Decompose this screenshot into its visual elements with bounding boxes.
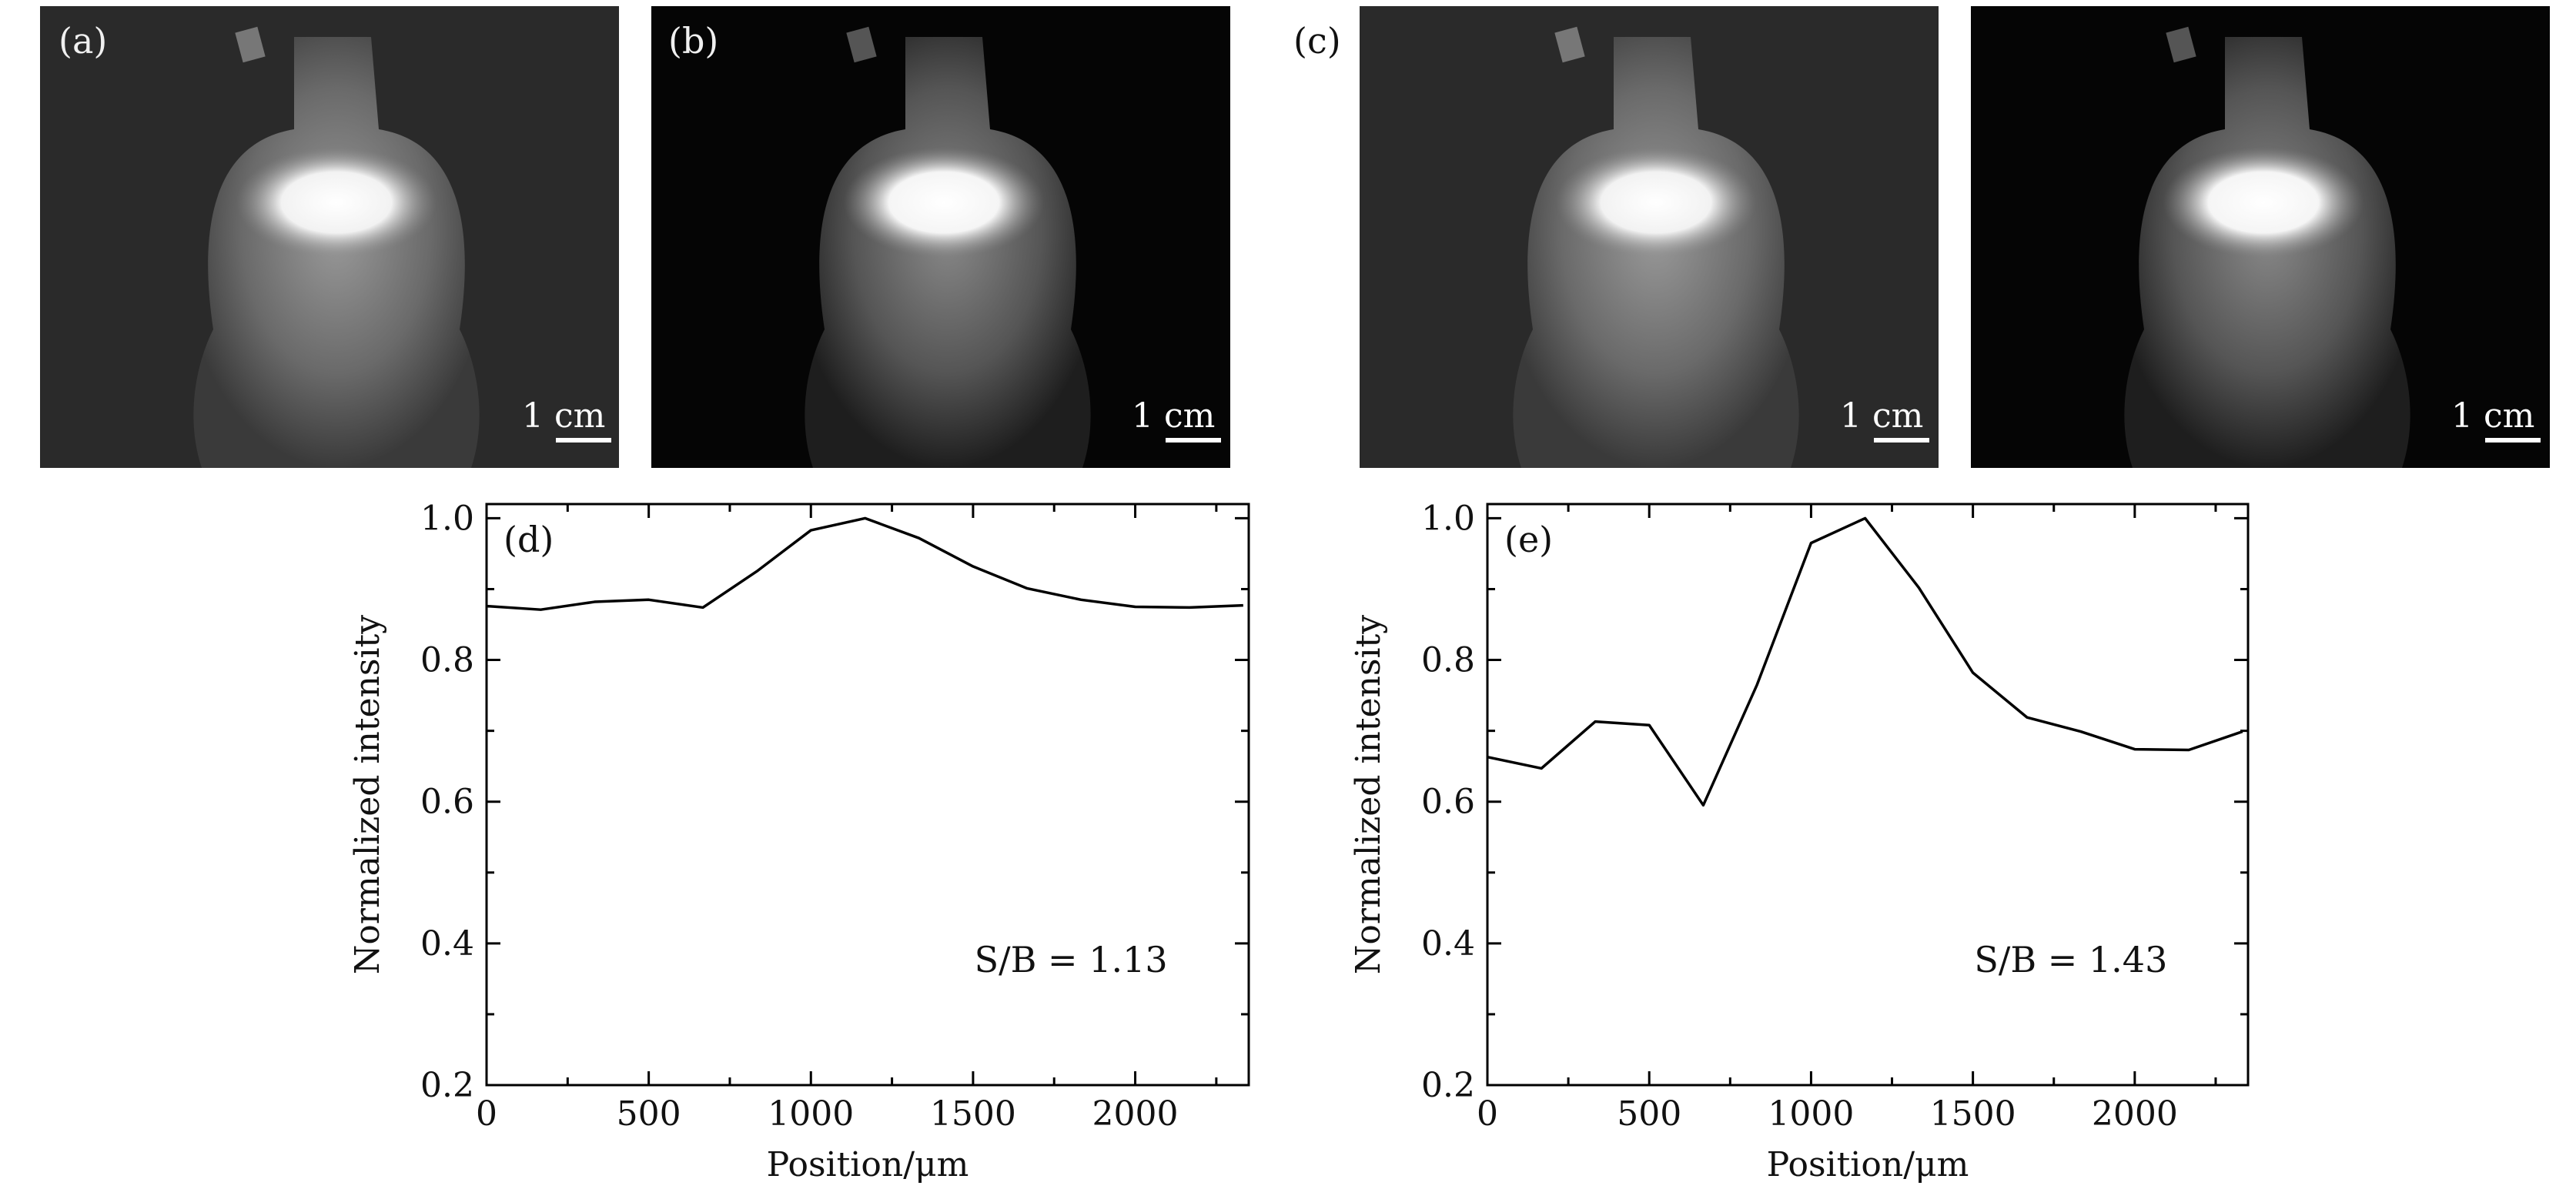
x-tick-label-d: 1500: [930, 1094, 1016, 1134]
image-panel-b: [651, 6, 1230, 468]
sb-annotation-d: S/B = 1.13: [975, 939, 1168, 980]
y-tick-label-e: 0.2: [1421, 1066, 1475, 1105]
mouse-image-a: [40, 6, 619, 468]
series-line-d: [486, 516, 1243, 611]
y-tick-label-e: 0.4: [1421, 924, 1475, 964]
x-tick-label-e: 0: [1477, 1094, 1498, 1134]
mouse-image-c2: [1971, 6, 2550, 468]
x-tick-label-e: 1000: [1768, 1094, 1854, 1134]
panel-label-c: (c): [1293, 20, 1341, 62]
x-tick-label-e: 500: [1617, 1094, 1681, 1134]
panel-label-a: (a): [59, 20, 108, 62]
y-tick-label-e: 0.6: [1421, 783, 1475, 822]
y-tick-label-d: 0.8: [420, 641, 474, 680]
plot-frame-d: [485, 503, 1250, 1087]
x-axis-label-e: Position/μm: [1767, 1145, 1969, 1184]
chart-d: 0 500 1000 1500 2000 0.2 0.4 0.6 0.8 1.0 Position/…: [348, 499, 1250, 1184]
image-panel-c-right: [1971, 6, 2550, 468]
chart-e: 0 500 1000 1500 2000 0.2 0.4 0.6 0.8 1.0 Position/…: [1349, 499, 2250, 1184]
panel-label-b: (b): [668, 20, 719, 62]
image-panel-a: [40, 6, 619, 468]
x-axis-label-d: Position/μm: [767, 1145, 969, 1184]
x-tick-label-e: 1500: [1930, 1094, 2016, 1134]
y-axis-label-e: Normalized intensity: [1349, 615, 1388, 974]
plot-frame-e: [1486, 503, 2250, 1087]
y-tick-label-d: 1.0: [420, 499, 474, 538]
panel-label-e: (e): [1504, 519, 1553, 560]
y-tick-label-d: 0.4: [420, 924, 474, 964]
x-tick-label-e: 2000: [2092, 1094, 2178, 1134]
y-tick-label-e: 0.8: [1421, 641, 1475, 680]
y-tick-label-e: 1.0: [1421, 499, 1475, 538]
x-tick-label-d: 500: [617, 1094, 681, 1134]
x-tick-label-d: 1000: [768, 1094, 854, 1134]
sb-annotation-e: S/B = 1.43: [1974, 939, 2167, 980]
x-tick-label-d: 2000: [1092, 1094, 1179, 1134]
mouse-image-c1: [1360, 6, 1939, 468]
y-axis-label-d: Normalized intensity: [348, 615, 387, 974]
x-tick-label-d: 0: [476, 1094, 497, 1134]
image-panel-c-left: [1360, 6, 1939, 468]
series-line-e: [1487, 516, 2243, 807]
y-tick-label-d: 0.2: [420, 1066, 474, 1105]
mouse-image-b: [651, 6, 1230, 468]
y-tick-label-d: 0.6: [420, 783, 474, 822]
panel-label-d: (d): [503, 519, 554, 560]
